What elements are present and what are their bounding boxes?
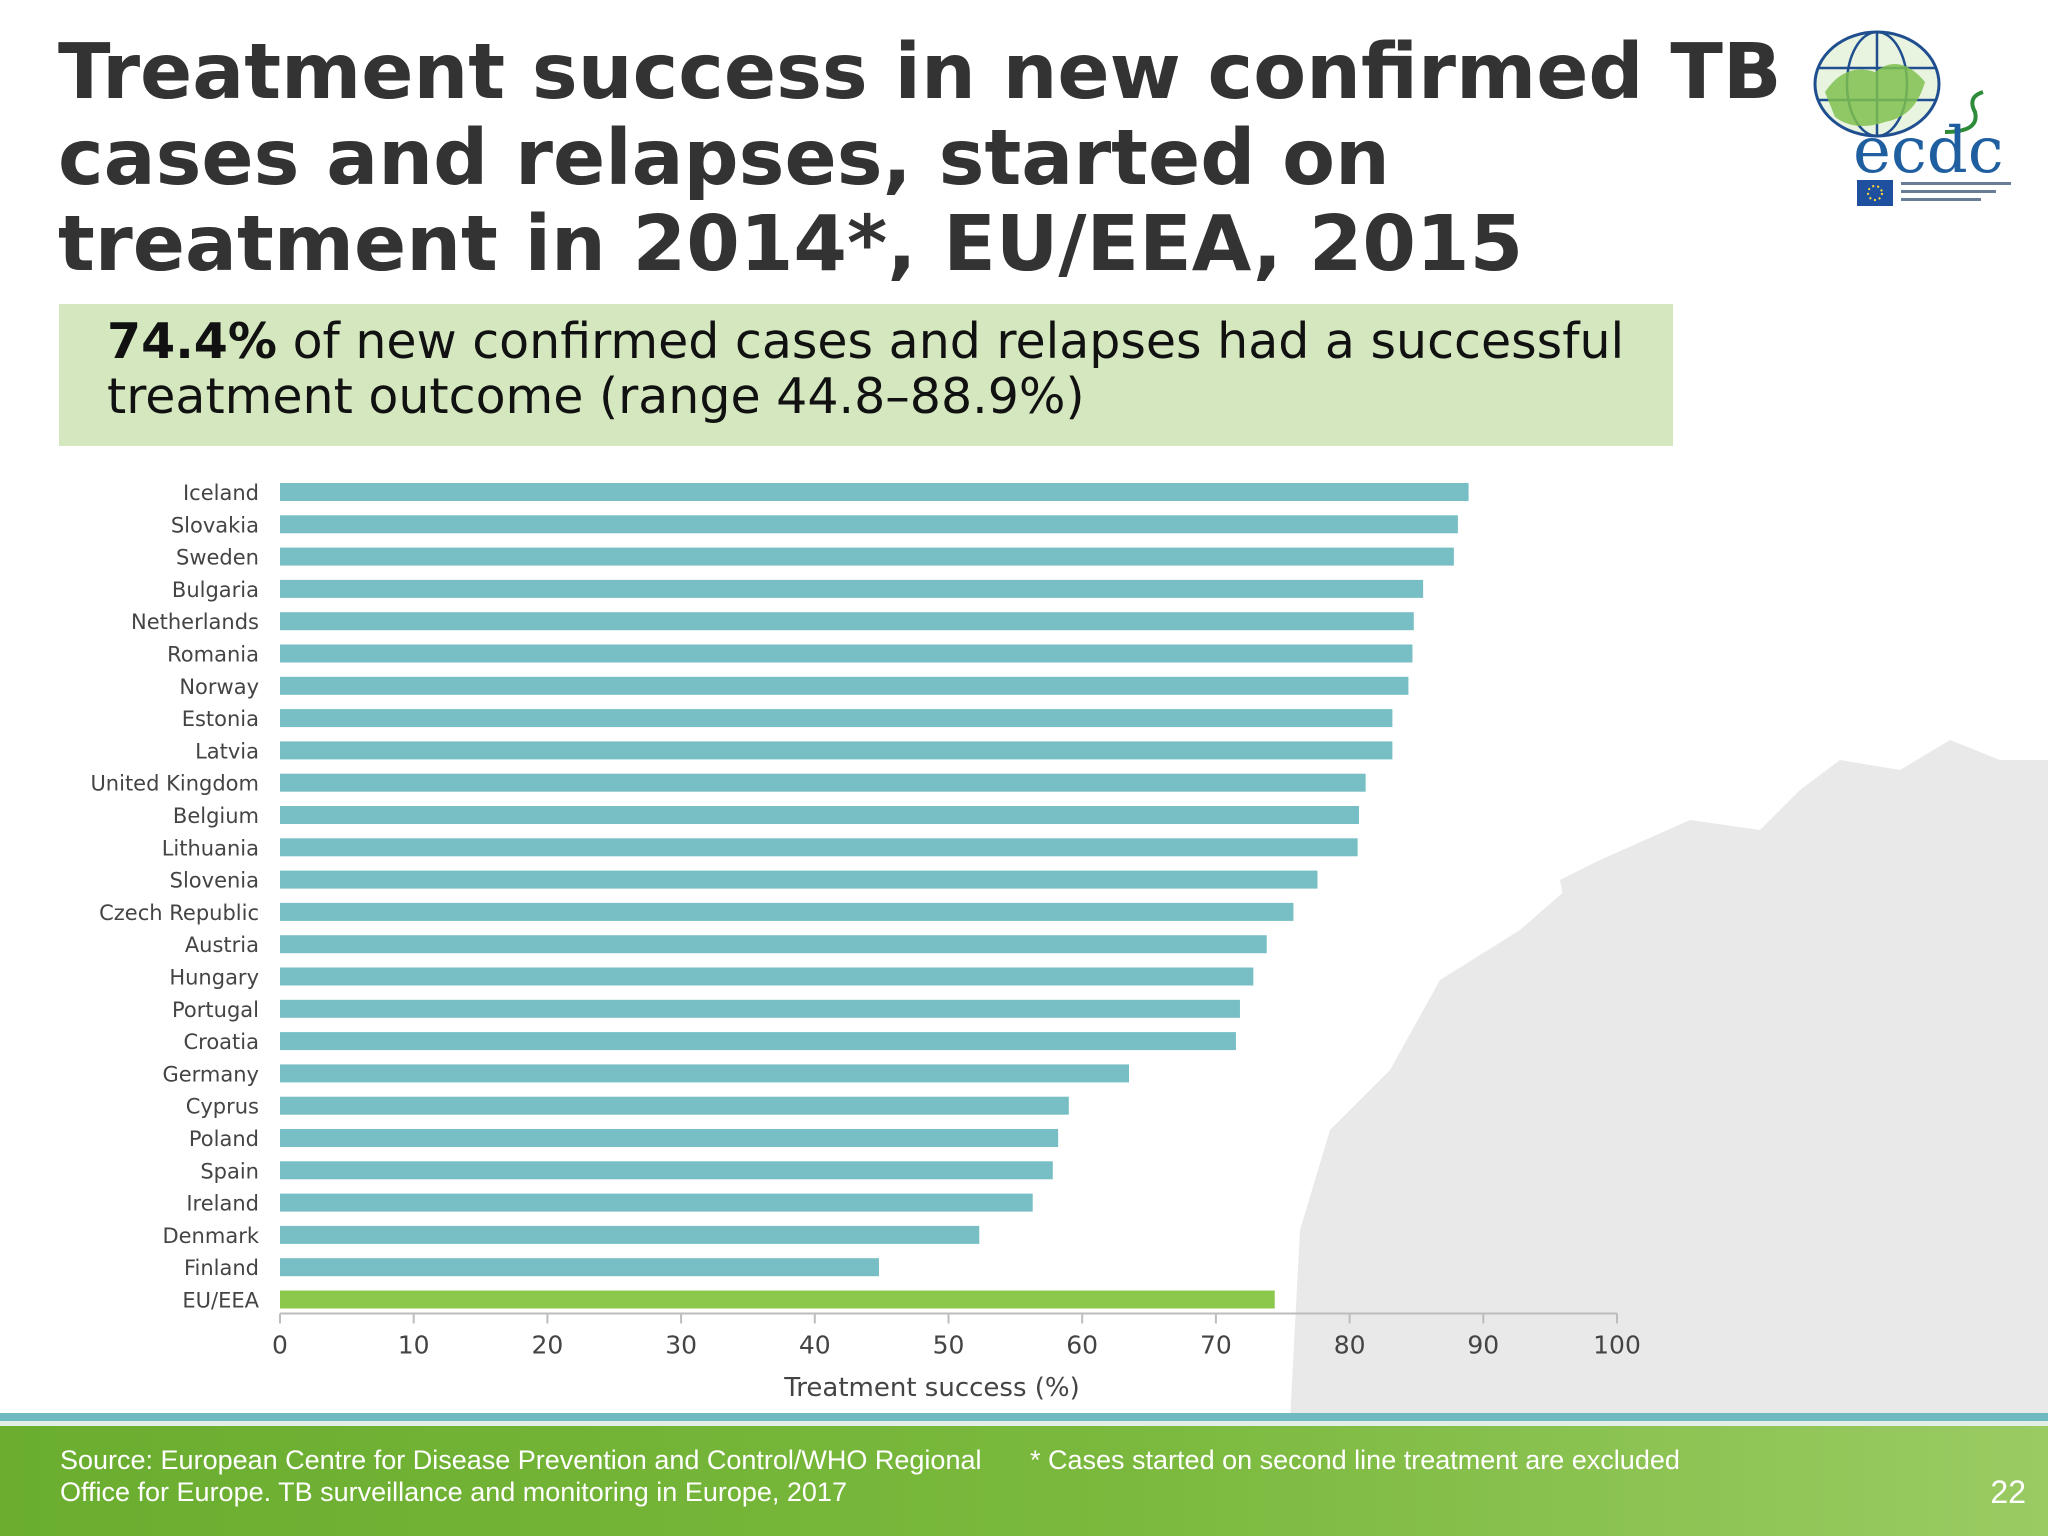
bar-sweden bbox=[280, 547, 1454, 566]
bar-ireland bbox=[280, 1193, 1033, 1212]
category-label-slovenia: Slovenia bbox=[170, 869, 259, 893]
category-label-slovakia: Slovakia bbox=[171, 513, 259, 537]
x-tick-label-100: 100 bbox=[1593, 1331, 1641, 1360]
bar-austria bbox=[280, 935, 1267, 954]
ecdc-logo: ecdc bbox=[1813, 30, 2011, 206]
category-label-iceland: Iceland bbox=[183, 481, 259, 505]
category-label-netherlands: Netherlands bbox=[131, 610, 259, 634]
category-label-bulgaria: Bulgaria bbox=[172, 578, 259, 602]
bar-romania bbox=[280, 644, 1413, 663]
eu-flag-icon bbox=[1857, 180, 1893, 206]
logo-wordmark: ecdc bbox=[1853, 114, 2004, 188]
category-label-cyprus: Cyprus bbox=[186, 1095, 259, 1119]
bar-portugal bbox=[280, 999, 1240, 1018]
bar-poland bbox=[280, 1129, 1059, 1147]
category-label-spain: Spain bbox=[200, 1159, 259, 1183]
bar-eu-eea bbox=[280, 1290, 1275, 1309]
x-tick-label-60: 60 bbox=[1066, 1331, 1098, 1360]
bar-norway bbox=[280, 676, 1409, 695]
category-label-eu-eea: EU/EEA bbox=[182, 1289, 259, 1313]
bar-germany bbox=[280, 1064, 1129, 1083]
bar-iceland bbox=[280, 483, 1469, 501]
category-label-romania: Romania bbox=[167, 643, 259, 667]
category-label-latvia: Latvia bbox=[195, 739, 259, 763]
footer-divider-light bbox=[0, 1421, 2048, 1426]
bar-latvia bbox=[280, 741, 1393, 760]
bar-slovakia bbox=[280, 515, 1458, 534]
category-label-poland: Poland bbox=[189, 1127, 259, 1151]
category-label-ireland: Ireland bbox=[186, 1192, 259, 1216]
x-tick-label-0: 0 bbox=[272, 1331, 288, 1360]
x-tick-label-20: 20 bbox=[531, 1331, 563, 1360]
callout-highlight: 74.4% bbox=[107, 313, 277, 370]
key-finding-callout: 74.4% of new confirmed cases and relapse… bbox=[59, 304, 1673, 446]
category-label-austria: Austria bbox=[185, 933, 259, 957]
bar-czech-republic bbox=[280, 902, 1294, 921]
bar-denmark bbox=[280, 1225, 980, 1244]
footer-bar bbox=[0, 1426, 2048, 1536]
category-label-portugal: Portugal bbox=[172, 998, 259, 1022]
x-tick-label-40: 40 bbox=[799, 1331, 831, 1360]
category-label-sweden: Sweden bbox=[176, 546, 259, 570]
footnote: * Cases started on second line treatment… bbox=[1030, 1445, 1680, 1475]
bar-lithuania bbox=[280, 838, 1358, 857]
bar-hungary bbox=[280, 967, 1254, 986]
bar-croatia bbox=[280, 1032, 1236, 1051]
bar-cyprus bbox=[280, 1096, 1069, 1115]
category-label-norway: Norway bbox=[179, 675, 259, 699]
x-tick-label-10: 10 bbox=[398, 1331, 430, 1360]
globe-icon bbox=[1813, 30, 1984, 138]
x-axis-title: Treatment success (%) bbox=[783, 1373, 1080, 1403]
category-label-lithuania: Lithuania bbox=[162, 836, 259, 860]
category-label-germany: Germany bbox=[162, 1062, 259, 1086]
category-label-united-kingdom: United Kingdom bbox=[90, 772, 259, 796]
category-label-denmark: Denmark bbox=[162, 1224, 259, 1248]
treatment-success-bar-chart: Iceland Slovakia Sweden Bulgaria Netherlands… bbox=[90, 481, 1641, 1403]
page-title: Treatment success in new confirmed TB ca… bbox=[58, 28, 1782, 289]
chart-category-labels: Iceland Slovakia Sweden Bulgaria Netherlands… bbox=[90, 481, 259, 1313]
bar-belgium bbox=[280, 806, 1359, 824]
chart-bars bbox=[280, 483, 1469, 1309]
category-label-finland: Finland bbox=[184, 1256, 259, 1280]
x-tick-label-90: 90 bbox=[1467, 1331, 1499, 1360]
bar-bulgaria bbox=[280, 579, 1424, 598]
category-label-estonia: Estonia bbox=[182, 707, 259, 731]
source-note: Source: European Centre for Disease Prev… bbox=[60, 1445, 982, 1507]
category-label-czech-republic: Czech Republic bbox=[99, 901, 259, 925]
footer-divider bbox=[0, 1413, 2048, 1421]
callout-text: of new confirmed cases and relapses had … bbox=[107, 313, 1625, 425]
bar-netherlands bbox=[280, 612, 1414, 631]
x-tick-label-30: 30 bbox=[665, 1331, 697, 1360]
bar-united-kingdom bbox=[280, 773, 1366, 792]
x-tick-label-70: 70 bbox=[1200, 1331, 1232, 1360]
bar-spain bbox=[280, 1161, 1053, 1180]
category-label-belgium: Belgium bbox=[173, 804, 259, 828]
category-label-hungary: Hungary bbox=[169, 966, 259, 990]
bar-slovenia bbox=[280, 870, 1318, 889]
chart-x-axis: 0 10 20 30 40 50 60 70 80 90 100 bbox=[272, 1312, 1641, 1360]
page-number: 22 bbox=[1990, 1474, 2026, 1510]
x-tick-label-50: 50 bbox=[933, 1331, 965, 1360]
x-tick-label-80: 80 bbox=[1334, 1331, 1366, 1360]
bar-estonia bbox=[280, 709, 1393, 728]
bar-finland bbox=[280, 1258, 879, 1277]
category-label-croatia: Croatia bbox=[184, 1030, 260, 1054]
